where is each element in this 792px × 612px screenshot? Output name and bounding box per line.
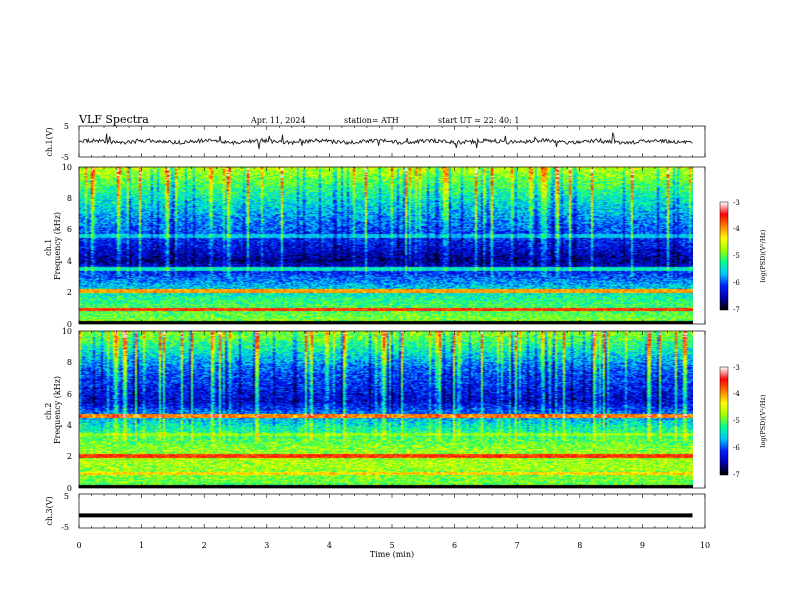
ch2-ytick-0: 0 [67,484,72,493]
ch1-colorbar [720,202,728,310]
ch2-ytick-2: 2 [67,452,72,461]
ch1-ytick-10: 10 [62,163,72,172]
header: VLF Spectra Apr. 11, 2024 station= ATH s… [78,113,519,126]
ch1-cbar-tick-m7: -7 [733,306,740,314]
ch2-ytick-6: 6 [67,390,72,399]
ch1-cbar-tick-m4: -4 [733,225,740,233]
ch1-colorbar-ticks: -3 -4 -5 -6 -7 [733,199,740,314]
ch1-cbar-tick-m3: -3 [733,199,740,207]
start-time-label: start UT = 22: 40: 1 [438,116,519,125]
ch1-ytick-bottom: -5 [61,153,69,162]
ch3-ticks [78,494,706,528]
ch2-colorbar-label: log(PSD)(V²/Hz) [759,394,767,447]
ch1-freq-tick-labels: 0 2 4 6 8 10 [62,163,72,329]
ch3-ylabel: ch.3(V) [45,496,54,525]
ch1-ticks [78,126,706,157]
ch1-cbar-tick-m5: -5 [733,252,740,260]
ch3-waveform-panel: 5 -5 ch.3(V) 0 1 2 3 4 5 6 7 8 9 10 Time (min) [45,492,710,559]
time-tick-label: 6 [452,541,457,550]
ch2-cbar-tick-m4: -4 [733,390,740,398]
ch2-spectrogram-panel: 0 2 4 6 8 10 ch.2 Frequency (kHz) -3 -4 … [44,327,767,493]
time-tick-label: 8 [577,541,582,550]
ch3-ytick-bottom: -5 [61,523,69,532]
time-tick-label: 4 [327,541,332,550]
ch1-waveform-trace [78,132,693,150]
ch2-cbar-tick-m5: -5 [733,417,740,425]
ch2-spectrogram-ylabel: ch.2 Frequency (kHz) [44,376,62,444]
ch2-ylabel-line2: Frequency (kHz) [53,376,62,444]
date-label: Apr. 11, 2024 [250,116,306,125]
time-axis-label: Time (min) [370,550,414,559]
ch1-ylabel-line1: ch.1 [44,239,53,256]
ch2-freq-tick-labels: 0 2 4 6 8 10 [62,327,72,493]
ch1-ytick-0: 0 [67,320,72,329]
time-tick-label: 0 [76,541,81,550]
time-tick-label: 9 [640,541,645,550]
station-label: station= ATH [344,116,399,125]
ch2-colorbar-frame [719,366,729,476]
ch1-ylabel: ch.1(V) [45,127,54,156]
ch2-cbar-tick-m7: -7 [733,471,740,479]
ch2-cbar-tick-m6: -6 [733,444,740,452]
ch3-ytick-top: 5 [64,492,69,501]
ch1-ytick-2: 2 [67,288,72,297]
time-tick-label: 1 [139,541,144,550]
ch2-ylabel-line1: ch.2 [44,403,53,420]
ch1-spectrogram-image [79,167,693,324]
time-tick-label: 3 [264,541,269,550]
ch1-spectrogram-panel: 0 2 4 6 8 10 ch.1 Frequency (kHz) -3 -4 … [44,163,767,329]
time-tick-label: 5 [389,541,394,550]
ch1-ytick-top: 5 [64,122,69,131]
ch2-colorbar [720,367,728,475]
ch2-colorbar-ticks: -3 -4 -5 -6 -7 [733,364,740,479]
time-tick-label: 2 [202,541,207,550]
ch1-colorbar-label: log(PSD)(V²/Hz) [759,229,767,282]
ch1-colorbar-frame [719,201,729,311]
ch1-ytick-6: 6 [67,225,72,234]
ch2-spectrogram-image [79,331,693,488]
ch1-ytick-8: 8 [67,194,72,203]
ch2-ytick-8: 8 [67,358,72,367]
time-tick-label: 10 [700,541,710,550]
ch2-cbar-tick-m3: -3 [733,364,740,372]
ch1-spectrogram-ylabel: ch.1 Frequency (kHz) [44,212,62,280]
ch2-ytick-4: 4 [67,421,72,430]
ch1-ytick-4: 4 [67,257,72,266]
ch3-waveform-frame [78,493,706,529]
figure-title: VLF Spectra [78,113,149,126]
ch1-cbar-tick-m6: -6 [733,279,740,287]
ch2-ytick-10: 10 [62,327,72,336]
ch1-ylabel-line2: Frequency (kHz) [53,212,62,280]
ch2-spectrogram-ticks [78,331,706,488]
time-axis-tick-labels: 0 1 2 3 4 5 6 7 8 9 10 [76,541,710,550]
ch1-waveform-panel: 5 -5 ch.1(V) [45,122,706,162]
ch1-spectrogram-ticks [78,167,706,324]
time-tick-label: 7 [515,541,520,550]
